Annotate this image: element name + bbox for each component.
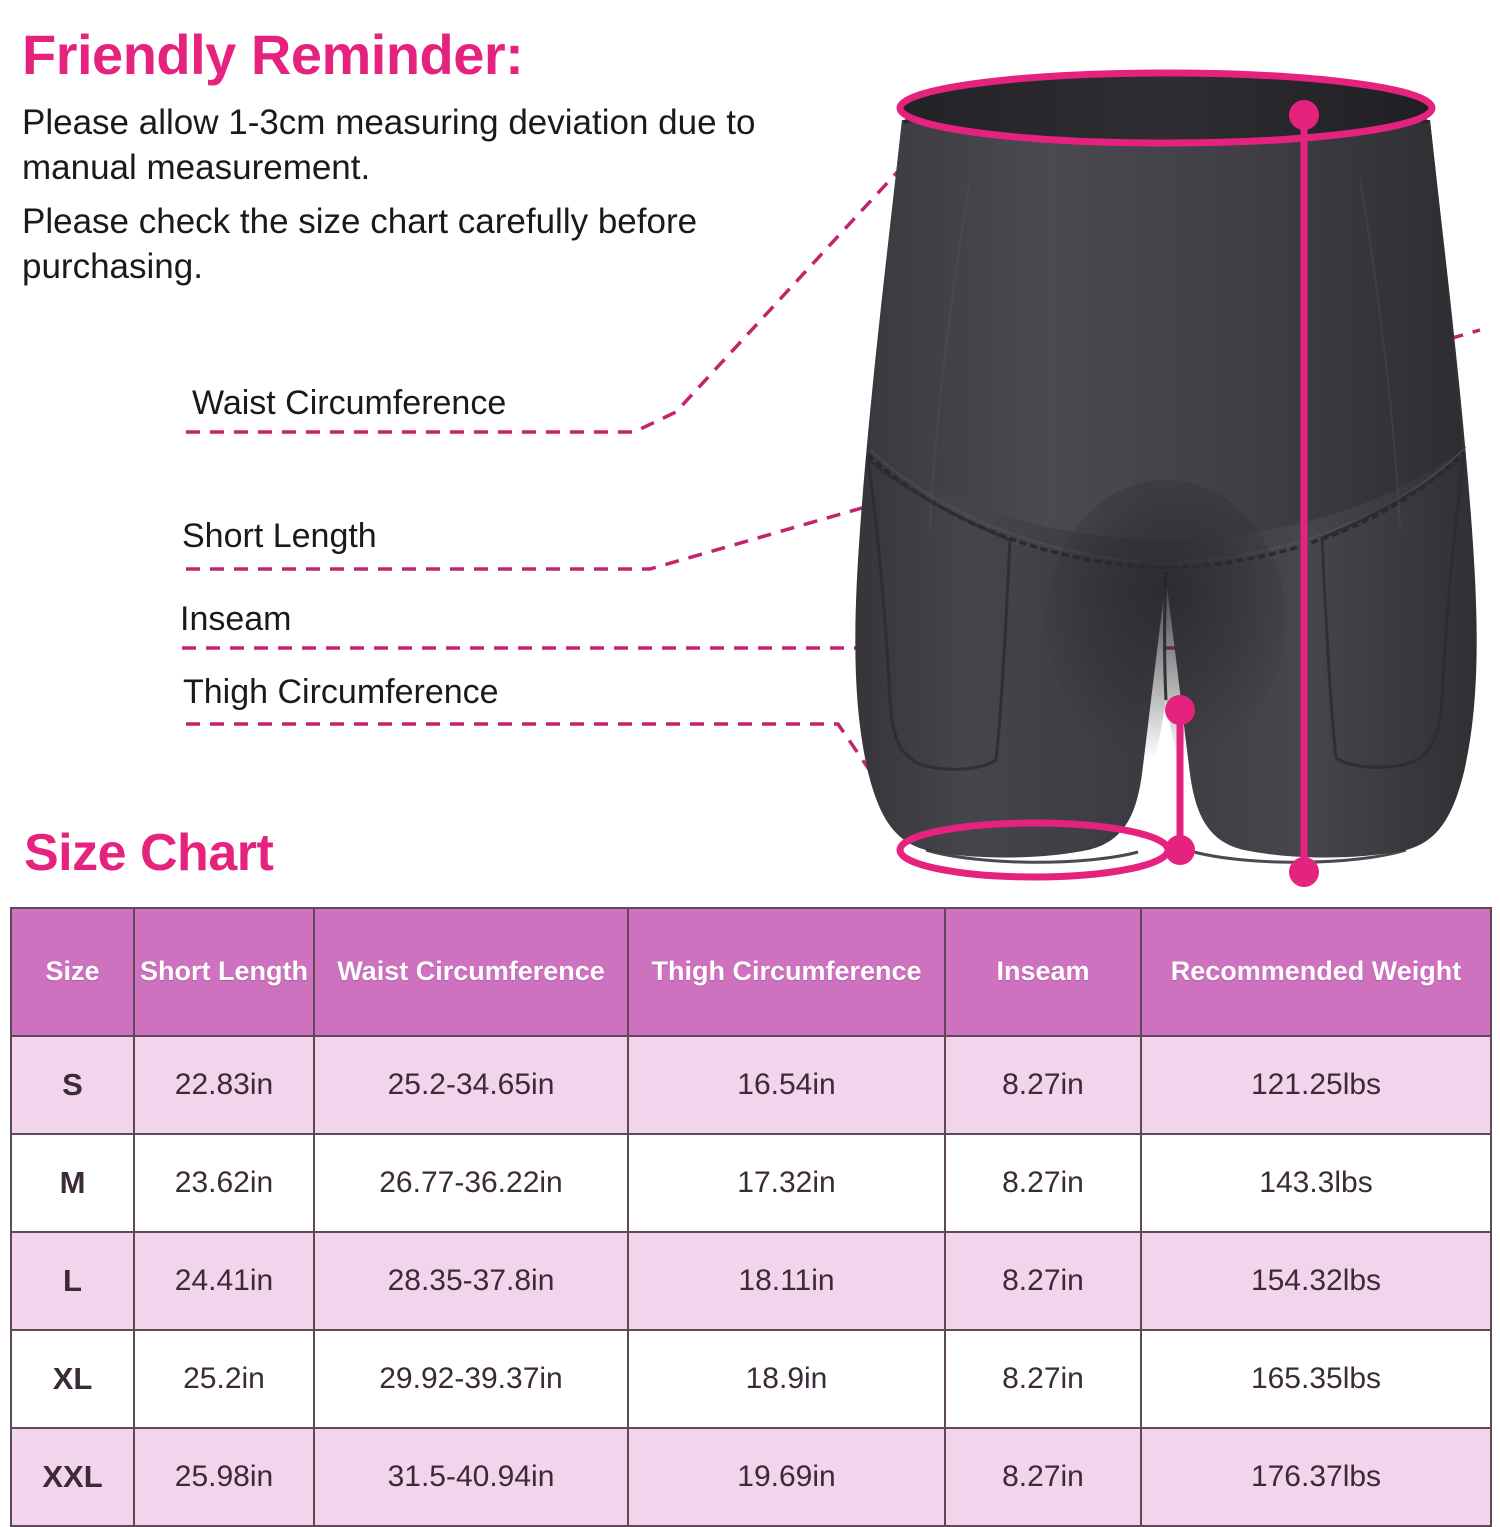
column-header-short-length: Short Length [133,907,315,1037]
maternity-panel [870,120,1462,540]
cell-short-length: 24.41in [133,1231,315,1331]
cell-inseam: 8.27in [944,1231,1142,1331]
cell-thigh: 18.9in [627,1329,946,1429]
measurement-annotations [896,69,1436,887]
size-chart-table-container: Size Short Length Waist Circumference Th… [10,907,1492,1527]
reminder-paragraph-1: Please allow 1-3cm measuring deviation d… [22,102,756,187]
cell-waist: 29.92-39.37in [313,1329,629,1429]
column-header-waist-circumference: Waist Circumference [313,907,629,1037]
cell-thigh: 16.54in [627,1035,946,1135]
table-row: S 22.83in 25.2-34.65in 16.54in 8.27in 12… [10,1035,1492,1135]
right-pocket-seam [1320,453,1466,769]
cell-size: L [10,1231,135,1331]
leader-line-thigh [186,722,918,839]
table-row: XXL 25.98in 31.5-40.94in 19.69in 8.27in … [10,1427,1492,1527]
table-header: Size Short Length Waist Circumference Th… [10,907,1492,1037]
cell-short-length: 22.83in [133,1035,315,1135]
left-hem-seam [925,848,1139,864]
product-illustration-shorts [830,60,1500,910]
cell-waist: 26.77-36.22in [313,1133,629,1233]
inseam-top-dot [1165,695,1195,725]
measurement-label-short-length: Short Length [182,517,377,555]
measurement-label-thigh-circumference: Thigh Circumference [183,673,499,711]
measurement-label-inseam: Inseam [180,600,292,638]
cell-short-length: 23.62in [133,1133,315,1233]
inseam-bottom-dot [1165,835,1195,865]
left-pocket-seam [865,456,1012,771]
size-chart-table: Size Short Length Waist Circumference Th… [10,907,1492,1527]
cell-inseam: 8.27in [944,1035,1142,1135]
table-row: L 24.41in 28.35-37.8in 18.11in 8.27in 15… [10,1231,1492,1331]
waist-circumference-ring [896,69,1436,147]
table-row: M 23.62in 26.77-36.22in 17.32in 8.27in 1… [10,1133,1492,1233]
table-row: XL 25.2in 29.92-39.37in 18.9in 8.27in 16… [10,1329,1492,1429]
cell-waist: 25.2-34.65in [313,1035,629,1135]
cell-weight: 176.37lbs [1140,1427,1492,1527]
shorts-diagram-svg [855,69,1477,887]
cell-thigh: 19.69in [627,1427,946,1527]
cell-weight: 154.32lbs [1140,1231,1492,1331]
friendly-reminder-section: Friendly Reminder: Please allow 1-3cm me… [22,23,852,290]
cell-inseam: 8.27in [944,1427,1142,1527]
size-chart-title: Size Chart [24,824,274,882]
fabric-sheen-left [929,179,971,531]
cell-waist: 28.35-37.8in [313,1231,629,1331]
cell-thigh: 18.11in [627,1231,946,1331]
column-header-thigh-circumference: Thigh Circumference [627,907,946,1037]
short-length-bottom-dot [1289,857,1319,887]
column-header-size: Size [10,907,135,1037]
cell-weight: 121.25lbs [1140,1035,1492,1135]
center-front-seam [1163,571,1168,701]
cell-short-length: 25.98in [133,1427,315,1527]
short-length-top-dot [1289,100,1319,130]
cell-thigh: 17.32in [627,1133,946,1233]
column-header-recommended-weight: Recommended Weight [1140,907,1492,1037]
cell-size: S [10,1035,135,1135]
reminder-paragraph-2: Please check the size chart carefully be… [22,202,698,287]
measurement-label-waist-circumference: Waist Circumference [192,384,507,422]
column-header-inseam: Inseam [944,907,1142,1037]
cell-short-length: 25.2in [133,1329,315,1429]
table-header-row: Size Short Length Waist Circumference Th… [10,907,1492,1037]
fabric-sheen-right [1359,179,1401,531]
cell-waist: 31.5-40.94in [313,1427,629,1527]
cell-inseam: 8.27in [944,1133,1142,1233]
table-body: S 22.83in 25.2-34.65in 16.54in 8.27in 12… [10,1035,1492,1527]
reminder-title: Friendly Reminder: [22,23,524,86]
shorts-garment [855,74,1477,864]
cell-inseam: 8.27in [944,1329,1142,1429]
cell-weight: 143.3lbs [1140,1133,1492,1233]
cell-size: XXL [10,1427,135,1527]
cell-size: M [10,1133,135,1233]
cell-weight: 165.35lbs [1140,1329,1492,1429]
cell-size: XL [10,1329,135,1429]
